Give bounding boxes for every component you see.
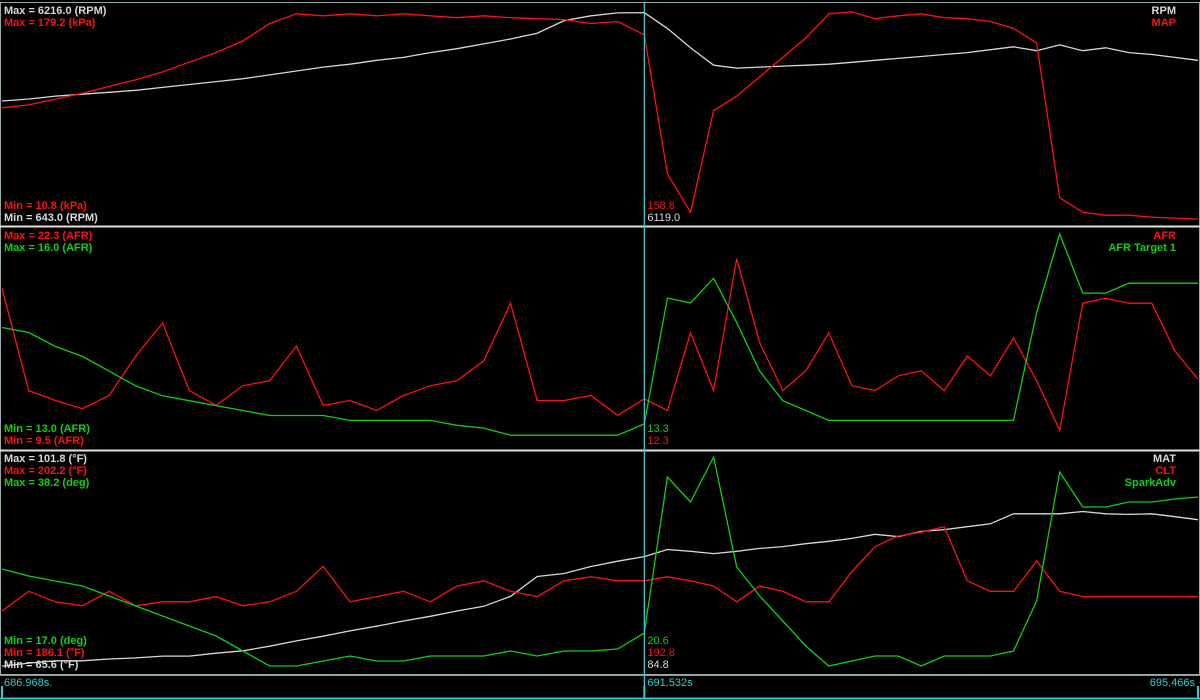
cursor-value: 158.8 <box>647 200 675 212</box>
legend-entry: MAT <box>1153 453 1176 465</box>
legend-entry: MAP <box>1152 17 1176 29</box>
min-label: Min = 13.0 (AFR) <box>4 423 90 435</box>
cursor-value: 20.6 <box>647 635 668 647</box>
cursor-value: 84.8 <box>647 659 668 671</box>
max-label: Max = 101.8 (°F) <box>4 453 87 465</box>
min-label: Min = 10.8 (kPa) <box>4 200 87 212</box>
legend-entry: SparkAdv <box>1125 477 1177 489</box>
cursor-value: 12.3 <box>647 435 668 447</box>
min-label: Min = 186.1 (°F) <box>4 647 85 659</box>
cursor-value: 192.8 <box>647 647 675 659</box>
max-label: Max = 6216.0 (RPM) <box>4 5 107 17</box>
max-label: Max = 22.3 (AFR) <box>4 230 93 242</box>
x-tick-label: 686.968s. <box>4 677 52 689</box>
max-label: Max = 202.2 (°F) <box>4 465 87 477</box>
cursor-value: 13.3 <box>647 423 668 435</box>
max-label: Max = 179.2 (kPa) <box>4 17 96 29</box>
min-label: Min = 643.0 (RPM) <box>4 212 98 224</box>
max-label: Max = 16.0 (AFR) <box>4 242 93 254</box>
legend-entry: RPM <box>1152 5 1176 17</box>
min-label: Min = 17.0 (deg) <box>4 635 87 647</box>
min-label: Min = 9.5 (AFR) <box>4 435 84 447</box>
legend-entry: CLT <box>1155 465 1176 477</box>
x-tick-label: 691.532s <box>647 677 693 689</box>
cursor-value: 6119.0 <box>647 212 680 224</box>
x-tick-label: 695.466s <box>1150 677 1196 689</box>
legend-entry: AFR <box>1153 230 1176 242</box>
legend-entry: AFR Target 1 <box>1108 242 1176 254</box>
max-label: Max = 38.2 (deg) <box>4 477 90 489</box>
min-label: Min = 65.6 (°F) <box>4 659 79 671</box>
